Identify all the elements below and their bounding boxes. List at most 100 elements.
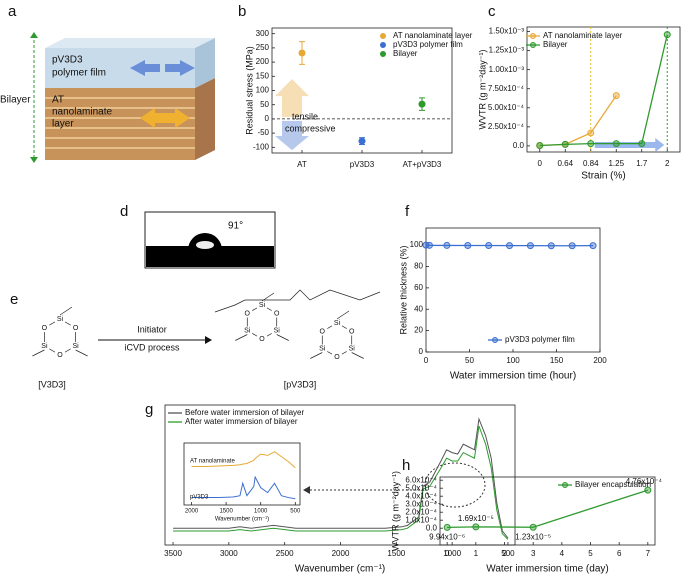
y-tick-label: 1.00x10⁻³	[489, 65, 525, 74]
atom: Si	[274, 327, 281, 334]
x-tick-label: 1000	[443, 549, 461, 558]
x-tick-label: 1500	[219, 509, 233, 515]
atom-bg	[317, 327, 328, 336]
y-tick-label: 60	[414, 283, 423, 292]
plot-area	[439, 476, 656, 546]
plot-area	[526, 26, 681, 153]
y-tick-label: 3.0x10⁻⁴	[405, 499, 437, 508]
reaction: Initiator iCVD process [V3D3] [pV3D3]	[38, 324, 316, 389]
y-tick-label: -100	[253, 142, 270, 151]
x-tick-label: 0.84	[583, 159, 599, 168]
atom-bg	[257, 335, 267, 343]
film-side	[195, 38, 215, 88]
atom-bg	[332, 353, 342, 361]
label: pV3D3	[52, 55, 83, 66]
atom-bg	[271, 326, 282, 335]
y-tick-label: 1.50x10⁻³	[489, 27, 525, 36]
atom: O	[73, 325, 79, 332]
series-line	[539, 34, 668, 147]
arrow	[130, 60, 160, 76]
label: layer	[52, 119, 74, 130]
atom: Si	[334, 320, 341, 327]
backbone	[214, 289, 381, 313]
x-axis-label: Water immersion time (day)	[486, 564, 608, 575]
angle: 91°	[228, 221, 243, 232]
film-top	[45, 38, 215, 48]
x-tick-label: 150	[550, 356, 564, 365]
atom-bg	[346, 327, 357, 336]
y-tick-label: 0.0	[513, 141, 525, 150]
y-tick-label: 100	[256, 86, 270, 95]
bond	[276, 334, 289, 341]
legend-marker	[380, 42, 386, 48]
atom: O	[245, 310, 251, 317]
x-tick-label: 1	[474, 549, 479, 558]
x-tick-label: AT	[297, 160, 307, 169]
label: AT	[52, 95, 64, 106]
atom: Si	[57, 316, 64, 323]
annotation: tensile	[292, 111, 318, 121]
point	[485, 242, 493, 250]
compressive-arrow	[275, 120, 309, 151]
y-tick-label: 1.25x10⁻³	[489, 46, 525, 55]
x-tick-label: 0	[445, 549, 450, 558]
atom: Si	[244, 327, 251, 334]
contact-angle-image: 91°	[144, 211, 276, 269]
legend-label: After water immersion of bilayer	[185, 417, 298, 426]
point	[663, 31, 671, 39]
series-line	[539, 95, 617, 147]
tensile-arrow	[275, 79, 309, 117]
x-axis-label: Strain (%)	[581, 171, 625, 182]
bond	[75, 349, 88, 357]
legend-label: Bilayer	[393, 49, 418, 58]
atom-bg	[55, 351, 65, 359]
arrow	[594, 138, 665, 152]
x-tick-label: 2000	[185, 509, 199, 515]
point	[418, 100, 426, 108]
atom: O	[57, 352, 63, 359]
x-axis-label: Water immersion time (hour)	[450, 371, 576, 382]
atom: Si	[259, 302, 266, 309]
x-tick-label: 100	[506, 356, 520, 365]
legend-marker	[492, 337, 498, 343]
x-tick-label: 4	[560, 549, 565, 558]
y-tick-label: 200	[256, 57, 270, 66]
point	[358, 137, 366, 145]
label: Initiator	[137, 324, 167, 334]
x-tick-label: 2	[502, 549, 507, 558]
x-tick-label: 1.25	[608, 159, 624, 168]
x-tick-label: 0	[538, 159, 543, 168]
x-tick-label: 5	[588, 549, 593, 558]
y-tick-label: 300	[256, 29, 270, 38]
laminate-stripes	[45, 97, 195, 149]
point	[547, 242, 555, 250]
atom: O	[42, 325, 48, 332]
x-tick-label: 3000	[220, 549, 238, 558]
label: [pV3D3]	[284, 379, 317, 389]
label: polymer film	[52, 68, 106, 79]
bond	[310, 352, 323, 359]
atom-bg	[346, 344, 357, 353]
value-label: 1.23x10⁻⁵	[515, 532, 551, 541]
legend-marker	[530, 42, 536, 48]
panel-label: c	[488, 3, 496, 20]
y-tick-label: 40	[414, 304, 423, 313]
x-tick-label: AT+pV3D3	[403, 160, 442, 169]
y-axis-label: WVTR (g m⁻²day⁻¹)	[390, 471, 400, 551]
y-tick-label: 5.00x10⁻⁴	[488, 103, 525, 112]
x-tick-label: 6	[617, 549, 622, 558]
atom: O	[334, 354, 340, 361]
substrate	[146, 246, 274, 267]
x-tick-label: 2000	[332, 549, 350, 558]
point	[425, 241, 433, 249]
panel-label: d	[120, 203, 128, 220]
atom: Si	[349, 345, 356, 352]
y-tick-label: -50	[257, 128, 269, 137]
plot-area	[164, 404, 516, 546]
x-tick-label: 0	[424, 356, 429, 365]
point	[644, 486, 652, 494]
x-tick-label: 200	[593, 356, 607, 365]
at-layer-side	[195, 78, 215, 160]
arrow	[140, 108, 190, 128]
